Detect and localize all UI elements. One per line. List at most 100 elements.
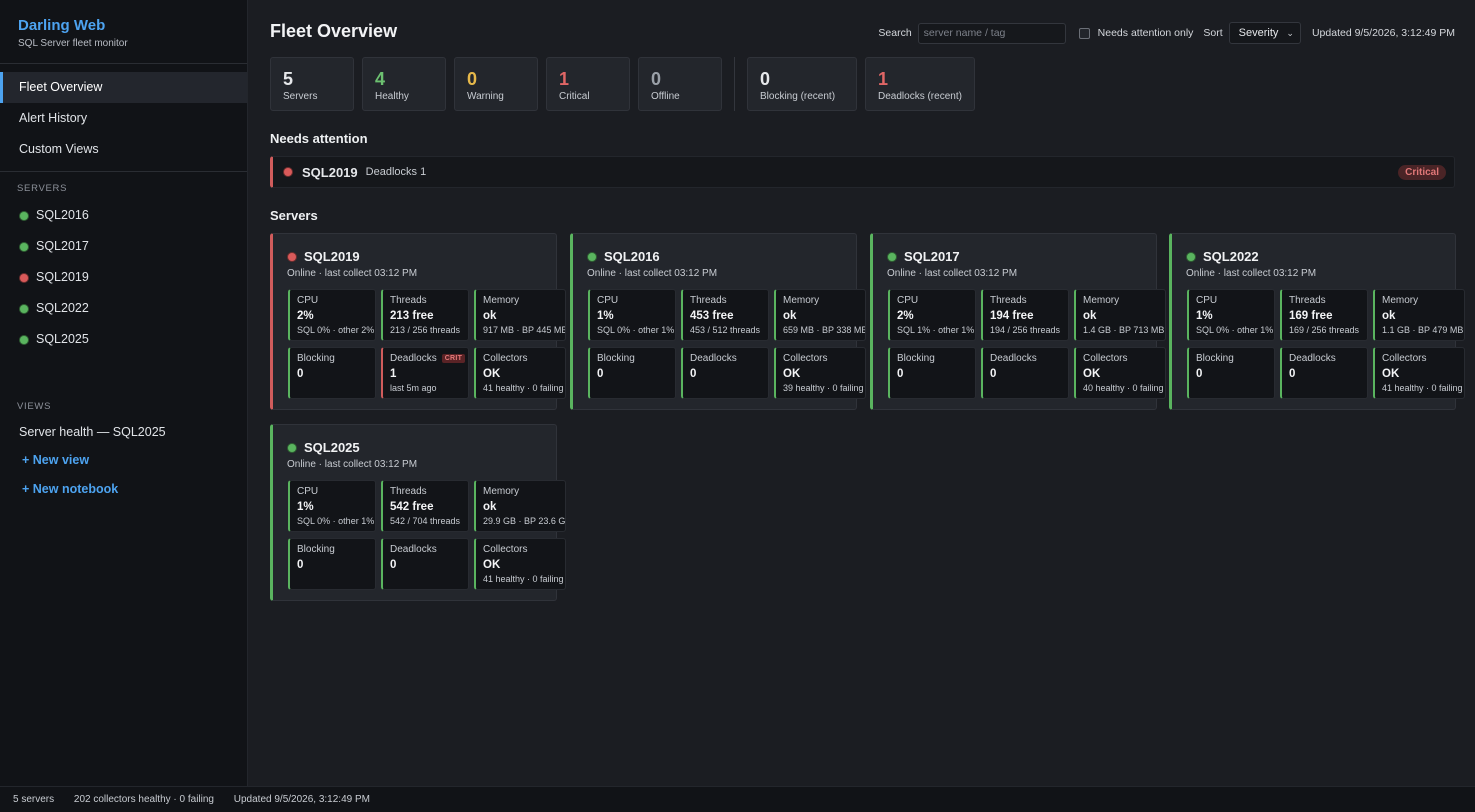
metric-value: 169 free [1289,310,1333,322]
metric-sub: 41 healthy · 0 failing [1382,383,1463,393]
metric-label-row: Deadlocks CRIT [390,353,468,364]
status-updated: Updated 9/5/2026, 3:12:49 PM [233,794,370,805]
attention-item[interactable]: SQL2019 Deadlocks 1 Critical [270,156,1455,188]
metric-label-row: Blocking [1196,353,1274,364]
metric-label-row: Threads [990,295,1068,306]
status-bar: 5 servers 202 collectors healthy · 0 fai… [0,786,1475,812]
metric-label: Threads [1289,295,1326,306]
metric-tile-collectors: Collectors OK 40 healthy · 0 failing [1074,347,1166,399]
server-card-sql2019[interactable]: SQL2019 Online · last collect 03:12 PM CPU… [270,233,566,410]
metric-sub: last 5m ago [390,383,437,393]
card-subtitle: Online · last collect 03:12 PM [887,268,1018,279]
status-dot-icon [888,252,896,261]
metric-label-row: Memory [483,295,565,306]
status-dot-icon [20,242,28,251]
metric-label-row: Collectors [483,544,565,555]
sidebar-server-label: SQL2017 [36,239,89,253]
metric-tile-deadlocks: Deadlocks 0 [681,347,769,399]
metric-value: 0 [390,559,397,571]
metric-label: Collectors [483,353,528,364]
metric-value: 0 [297,368,304,380]
nav-fleet-overview[interactable]: Fleet Overview [0,72,247,103]
metric-sub: SQL 0% · other 1% [597,325,675,335]
metric-value: 1% [297,501,314,513]
status-dot-icon [284,168,292,176]
card-server-name: SQL2019 [304,249,360,264]
metric-label-row: Deadlocks [990,353,1068,364]
metric-sub: SQL 0% · other 1% [1196,325,1274,335]
sidebar-server-sql2022[interactable]: SQL2022 [0,293,247,324]
metric-label: Memory [483,486,520,497]
metric-value: 0 [1196,368,1203,380]
brand-title[interactable]: Darling Web [18,17,106,34]
server-card-sql2016[interactable]: SQL2016 Online · last collect 03:12 PM CPU… [570,233,866,410]
sidebar-server-sql2019[interactable]: SQL2019 [0,262,247,293]
metric-label: CPU [297,295,319,306]
crit-tag-badge: CRIT [441,354,466,363]
metric-value: OK [1382,368,1400,380]
nav-custom-views[interactable]: Custom Views [19,142,99,156]
stat-value: 0 [467,69,478,89]
server-list: SQL2016 SQL2017 SQL2019 SQL2022 SQL2025 [0,200,247,355]
sort-select[interactable]: Severity ⌄ [1228,22,1301,44]
metric-label: Memory [1382,295,1419,306]
sidebar-server-sql2016[interactable]: SQL2016 [0,200,247,231]
servers-section-label: SERVERS [17,183,68,194]
search-input[interactable] [917,22,1066,44]
needs-attention-label[interactable]: Needs attention only [1097,27,1194,39]
metric-label: Threads [390,295,427,306]
server-card-sql2025[interactable]: SQL2025 Online · last collect 03:12 PM CPU… [270,424,566,601]
metric-value: 0 [1289,368,1296,380]
metric-label: Blocking [1196,353,1234,364]
brand: Darling Web SQL Server fleet monitor [0,0,247,64]
metric-value: 2% [897,310,914,322]
metric-label: CPU [1196,295,1218,306]
updated-timestamp: Updated 9/5/2026, 3:12:49 PM [1311,27,1455,39]
stat-value: 1 [878,69,889,89]
metric-tile-deadlocks: Deadlocks CRIT 1 last 5m ago [381,347,469,399]
critical-badge: Critical [1398,165,1446,180]
metric-sub: 194 / 256 threads [990,325,1061,335]
stat-label: Critical [559,91,590,102]
metric-value: 194 free [990,310,1034,322]
metric-value: 213 free [390,310,434,322]
metric-label: Threads [690,295,727,306]
needs-attention-checkbox[interactable] [1078,27,1090,39]
card-subtitle: Online · last collect 03:12 PM [287,459,418,470]
metric-label-row: Deadlocks [390,544,468,555]
view-item-server-health[interactable]: Server health — SQL2025 [19,425,166,439]
stats-row: 5 Servers 4 Healthy 0 Warning 1 Critical 0 Offlin… [270,57,983,111]
server-card-sql2022[interactable]: SQL2022 Online · last collect 03:12 PM CPU… [1169,233,1465,410]
sidebar-server-sql2025[interactable]: SQL2025 [0,324,247,355]
metric-tile-blocking: Blocking 0 [288,347,376,399]
sidebar-server-sql2017[interactable]: SQL2017 [0,231,247,262]
metric-label: Collectors [783,353,828,364]
card-server-name: SQL2017 [904,249,960,264]
metric-label-row: Blocking [297,544,375,555]
new-notebook-button[interactable]: + New notebook [22,482,119,496]
metric-label: CPU [297,486,319,497]
card-server-name: SQL2025 [304,440,360,455]
nav-alert-history[interactable]: Alert History [19,111,88,125]
metric-value: OK [483,368,501,380]
metric-value: OK [783,368,801,380]
metric-tile-threads: Threads 194 free 194 / 256 threads [981,289,1069,341]
card-header: SQL2016 [588,249,660,264]
metric-label: Blocking [297,353,335,364]
sidebar: Darling Web SQL Server fleet monitor Fle… [0,0,248,786]
card-server-name: SQL2022 [1203,249,1259,264]
metric-label-row: Deadlocks [1289,353,1367,364]
stat-value: 0 [651,69,662,89]
metric-sub: 41 healthy · 0 failing [483,383,564,393]
metric-label-row: Memory [483,486,565,497]
stat-label: Healthy [375,91,409,102]
card-subtitle: Online · last collect 03:12 PM [287,268,418,279]
server-card-sql2017[interactable]: SQL2017 Online · last collect 03:12 PM CPU… [870,233,1166,410]
metric-tile-collectors: Collectors OK 41 healthy · 0 failing [474,538,566,590]
metric-value: 453 free [690,310,734,322]
metric-tile-blocking: Blocking 0 [888,347,976,399]
metric-label-row: CPU [297,486,375,497]
stat-label: Warning [467,91,504,102]
new-view-button[interactable]: + New view [22,453,90,467]
